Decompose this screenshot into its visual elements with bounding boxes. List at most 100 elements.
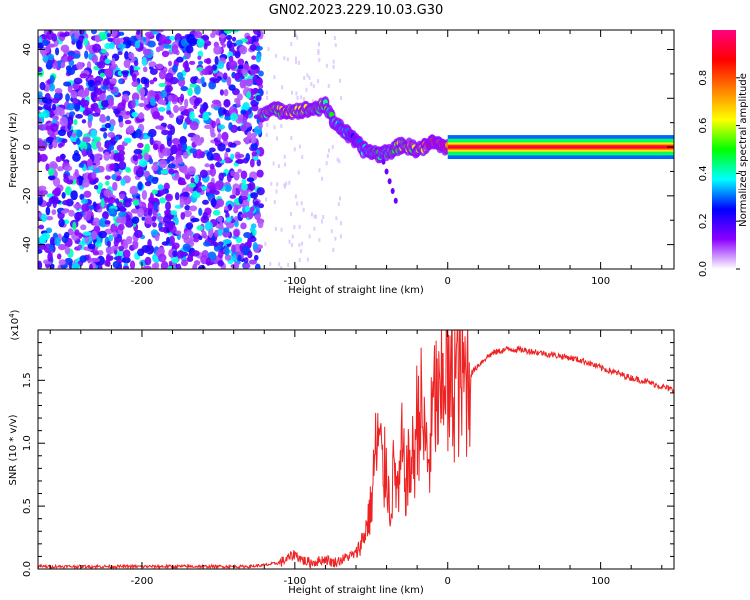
noise-speckle [222, 108, 227, 115]
noise-speckle [82, 136, 91, 143]
noise-speckle [222, 239, 232, 245]
noise-speckle [225, 147, 231, 153]
noise-speckle [125, 167, 132, 173]
noise-speckle [197, 60, 204, 65]
noise-speckle [38, 249, 43, 254]
noise-speckle [81, 198, 89, 205]
noise-speckle [214, 56, 219, 66]
noise-speckle [141, 56, 147, 67]
noise-speckle [250, 142, 258, 151]
noise-speckle [228, 84, 236, 91]
noise-speckle [207, 181, 216, 190]
noise-speckle [187, 166, 196, 176]
noise-speckle [240, 170, 248, 180]
noise-speckle [144, 256, 152, 266]
noise-speckle [200, 76, 205, 84]
noise-speckle [211, 120, 216, 129]
signal-tail [384, 168, 389, 175]
noise-speckle [131, 80, 139, 88]
noise-speckle [174, 217, 179, 226]
faint-speckle [283, 56, 286, 61]
noise-speckle [223, 227, 230, 234]
noise-speckle [250, 223, 257, 229]
noise-speckle [198, 235, 203, 241]
noise-speckle [137, 112, 145, 120]
noise-speckle [143, 78, 150, 85]
noise-speckle [198, 207, 203, 217]
noise-speckle [92, 43, 102, 53]
noise-speckle [79, 73, 88, 79]
noise-speckle [217, 124, 226, 130]
noise-speckle [90, 104, 96, 111]
noise-speckle [65, 93, 70, 102]
noise-speckle [91, 112, 101, 117]
noise-speckle [86, 158, 93, 167]
noise-speckle [106, 33, 112, 38]
faint-speckle [276, 182, 279, 187]
noise-speckle [124, 119, 132, 125]
signal-tail [390, 187, 395, 194]
noise-speckle [176, 250, 185, 259]
noise-speckle [46, 60, 53, 66]
noise-speckle [235, 39, 244, 46]
noise-speckle [170, 210, 178, 216]
noise-speckle [151, 176, 159, 185]
noise-speckle [83, 190, 92, 198]
noise-speckle [233, 171, 240, 181]
snr-multiplier-base: (x10 [10, 318, 21, 341]
noise-speckle [105, 115, 111, 122]
faint-speckle [311, 99, 314, 104]
noise-speckle [177, 180, 187, 186]
noise-speckle [137, 207, 144, 218]
noise-speckle [147, 131, 154, 137]
noise-speckle [131, 92, 140, 102]
noise-speckle [242, 116, 247, 126]
noise-speckle [233, 206, 239, 214]
noise-speckle [92, 217, 101, 227]
noise-speckle [76, 61, 84, 70]
noise-speckle [63, 231, 70, 239]
noise-speckle [120, 178, 126, 186]
noise-speckle [72, 152, 81, 162]
noise-speckle [199, 169, 208, 179]
faint-speckle [266, 123, 269, 128]
faint-speckle [273, 200, 276, 205]
noise-speckle [40, 213, 48, 222]
noise-speckle [105, 253, 111, 263]
noise-speckle [79, 255, 88, 263]
noise-speckle [111, 174, 118, 181]
noise-speckle [52, 139, 58, 149]
noise-speckle [165, 193, 173, 202]
noise-speckle [204, 124, 213, 129]
noise-speckle [191, 250, 200, 257]
faint-speckle [299, 249, 302, 254]
noise-speckle [53, 187, 61, 197]
noise-speckle [72, 82, 79, 90]
noise-speckle [216, 156, 222, 162]
noise-speckle [217, 228, 223, 236]
noise-speckle [39, 153, 48, 162]
noise-speckle [134, 40, 141, 49]
noise-speckle [257, 220, 264, 229]
noise-speckle [229, 142, 237, 148]
noise-speckle [182, 121, 188, 130]
noise-speckle [97, 263, 103, 269]
noise-speckle [41, 232, 50, 240]
noise-speckle [47, 167, 55, 176]
noise-speckle [74, 229, 80, 236]
noise-speckle [76, 129, 82, 138]
noise-speckle [90, 129, 97, 139]
noise-speckle [138, 102, 146, 108]
snr-x-ticks: -200 -100 0 100 [49, 330, 663, 587]
noise-speckle [182, 55, 188, 60]
noise-speckle [91, 171, 97, 179]
noise-speckle [132, 154, 139, 162]
faint-speckle [267, 47, 270, 52]
noise-speckle [135, 128, 142, 139]
noise-speckle [210, 132, 216, 138]
noise-speckle [137, 142, 144, 149]
noise-speckle [249, 206, 255, 212]
noise-speckle [133, 148, 143, 155]
noise-speckle [50, 195, 59, 204]
noise-speckle [186, 33, 196, 44]
